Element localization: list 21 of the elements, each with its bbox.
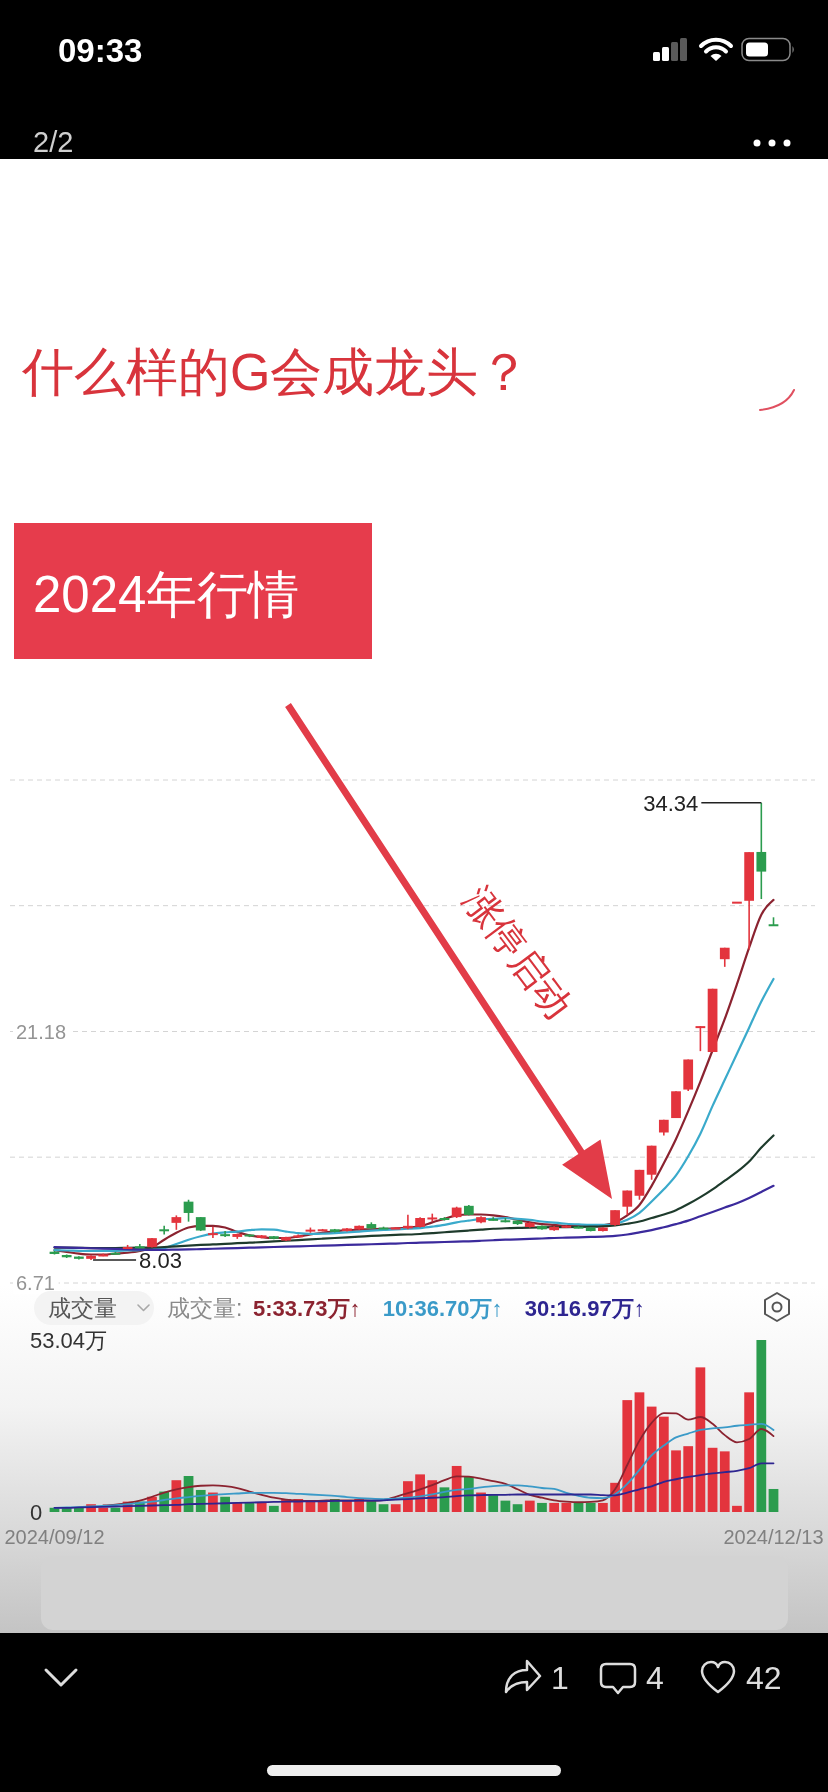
text: 5:33.73万↑	[252, 1296, 361, 1321]
text: 2/2	[33, 126, 74, 158]
text: 1	[551, 1660, 569, 1696]
x-tick-label: 2024/12/13	[723, 1526, 824, 1548]
annotation: 8.03	[139, 1248, 182, 1274]
text: 成交量	[48, 1295, 117, 1321]
y-tick-label: 21.18	[16, 1020, 67, 1043]
text: 10:36.70万↑	[382, 1296, 503, 1321]
annotation: 涨停启动	[455, 879, 581, 1027]
y-tick-label: 53.04万	[30, 1327, 108, 1353]
text: 30:16.97万↑	[524, 1296, 645, 1321]
x-tick-label: 2024/09/12	[4, 1526, 105, 1548]
legend-title: 成交量:	[167, 1295, 243, 1321]
y-tick-label: 0	[30, 1499, 43, 1525]
chart-subtitle: 2024年行情	[33, 566, 300, 623]
y-tick-label: 6.71	[16, 1272, 55, 1294]
text: 09:33	[58, 32, 143, 69]
text: 4	[646, 1660, 664, 1696]
annotation: 34.34	[643, 790, 699, 816]
text: 42	[746, 1660, 782, 1696]
chart-title: 什么样的G会成龙头？	[21, 343, 531, 401]
